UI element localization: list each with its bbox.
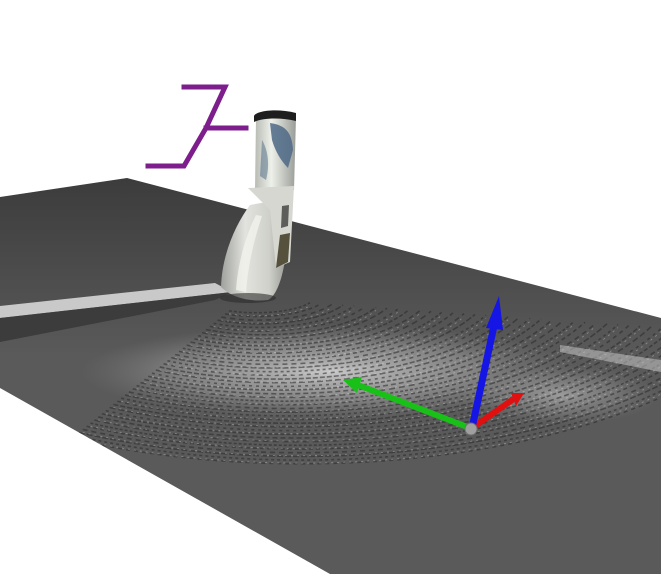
ripple-arc: [221, 303, 333, 321]
ripple-arc-light: [98, 331, 661, 442]
ripple-arc-light: [198, 311, 399, 346]
ripple-arc: [167, 314, 487, 373]
ripple-arc-light: [144, 322, 553, 398]
ripple-arc: [113, 325, 641, 425]
ripple-arc: [109, 326, 652, 428]
z-axis-shaft: [468, 322, 498, 432]
object-label: [260, 123, 293, 180]
axes-gizmo[interactable]: [343, 296, 524, 436]
ripple-arc-light: [105, 330, 661, 435]
scan-highlight: [80, 324, 580, 420]
ripple-arc-light: [113, 328, 641, 427]
ripple-arc-light: [136, 324, 575, 405]
ripple-arc: [97, 328, 661, 439]
ripple-arc-light: [82, 335, 661, 457]
ripple-arc-light: [221, 306, 333, 324]
axes-origin: [464, 422, 478, 436]
ripple-arc-light: [182, 314, 443, 361]
ripple-arc: [70, 334, 661, 465]
ripple-arc: [178, 312, 454, 362]
ripple-arc: [194, 309, 410, 347]
ripple-arc: [198, 308, 399, 344]
ripple-arc-light: [159, 319, 509, 383]
ground-plane: [0, 178, 661, 574]
ripple-arc: [205, 306, 377, 336]
y-axis-arrowhead: [343, 377, 362, 393]
ripple-arc: [151, 317, 531, 388]
ripple-arc: [201, 307, 388, 340]
ripple-arc-light: [167, 317, 487, 376]
object-cap: [254, 110, 296, 122]
ripple-arc: [228, 302, 311, 314]
ripple-arc: [128, 322, 597, 410]
ripple-arc: [147, 318, 542, 391]
surface-ripples-light: [74, 305, 661, 464]
ripple-arc-light: [128, 325, 597, 412]
ripple-arc-light: [205, 310, 377, 339]
surface-groove: [0, 283, 232, 318]
ripple-arc-light: [151, 320, 531, 390]
ripple-arc: [86, 330, 661, 450]
camera-frame-marker[interactable]: [145, 84, 249, 169]
ripple-arc: [94, 329, 661, 443]
ripple-arc: [174, 313, 465, 366]
z-axis-arrowhead: [486, 296, 503, 330]
x-axis-arrowhead: [511, 393, 524, 406]
ripple-arc: [101, 327, 661, 436]
ripple-arc: [159, 316, 509, 380]
ripple-arc: [190, 309, 421, 351]
ripple-arc: [217, 304, 344, 325]
ripple-arc: [117, 324, 630, 421]
ripple-arc: [74, 333, 661, 461]
ripple-arc: [171, 313, 476, 369]
ripple-arc: [182, 311, 443, 358]
ripple-arc: [140, 320, 564, 399]
ripple-arc: [105, 327, 661, 432]
x-axis-shaft: [469, 397, 515, 431]
ripple-arc: [144, 319, 553, 395]
y-axis-shaft: [355, 382, 473, 431]
ripple-arc-light: [90, 333, 661, 449]
ripple-arc: [90, 330, 661, 447]
ripple-arc: [155, 316, 520, 384]
object-model[interactable]: [220, 110, 296, 303]
ripple-arc: [209, 305, 366, 332]
ripple-arc: [78, 332, 661, 458]
ripple-arc: [213, 305, 355, 329]
ripple-arc: [121, 323, 619, 417]
ripple-arc: [82, 331, 661, 454]
